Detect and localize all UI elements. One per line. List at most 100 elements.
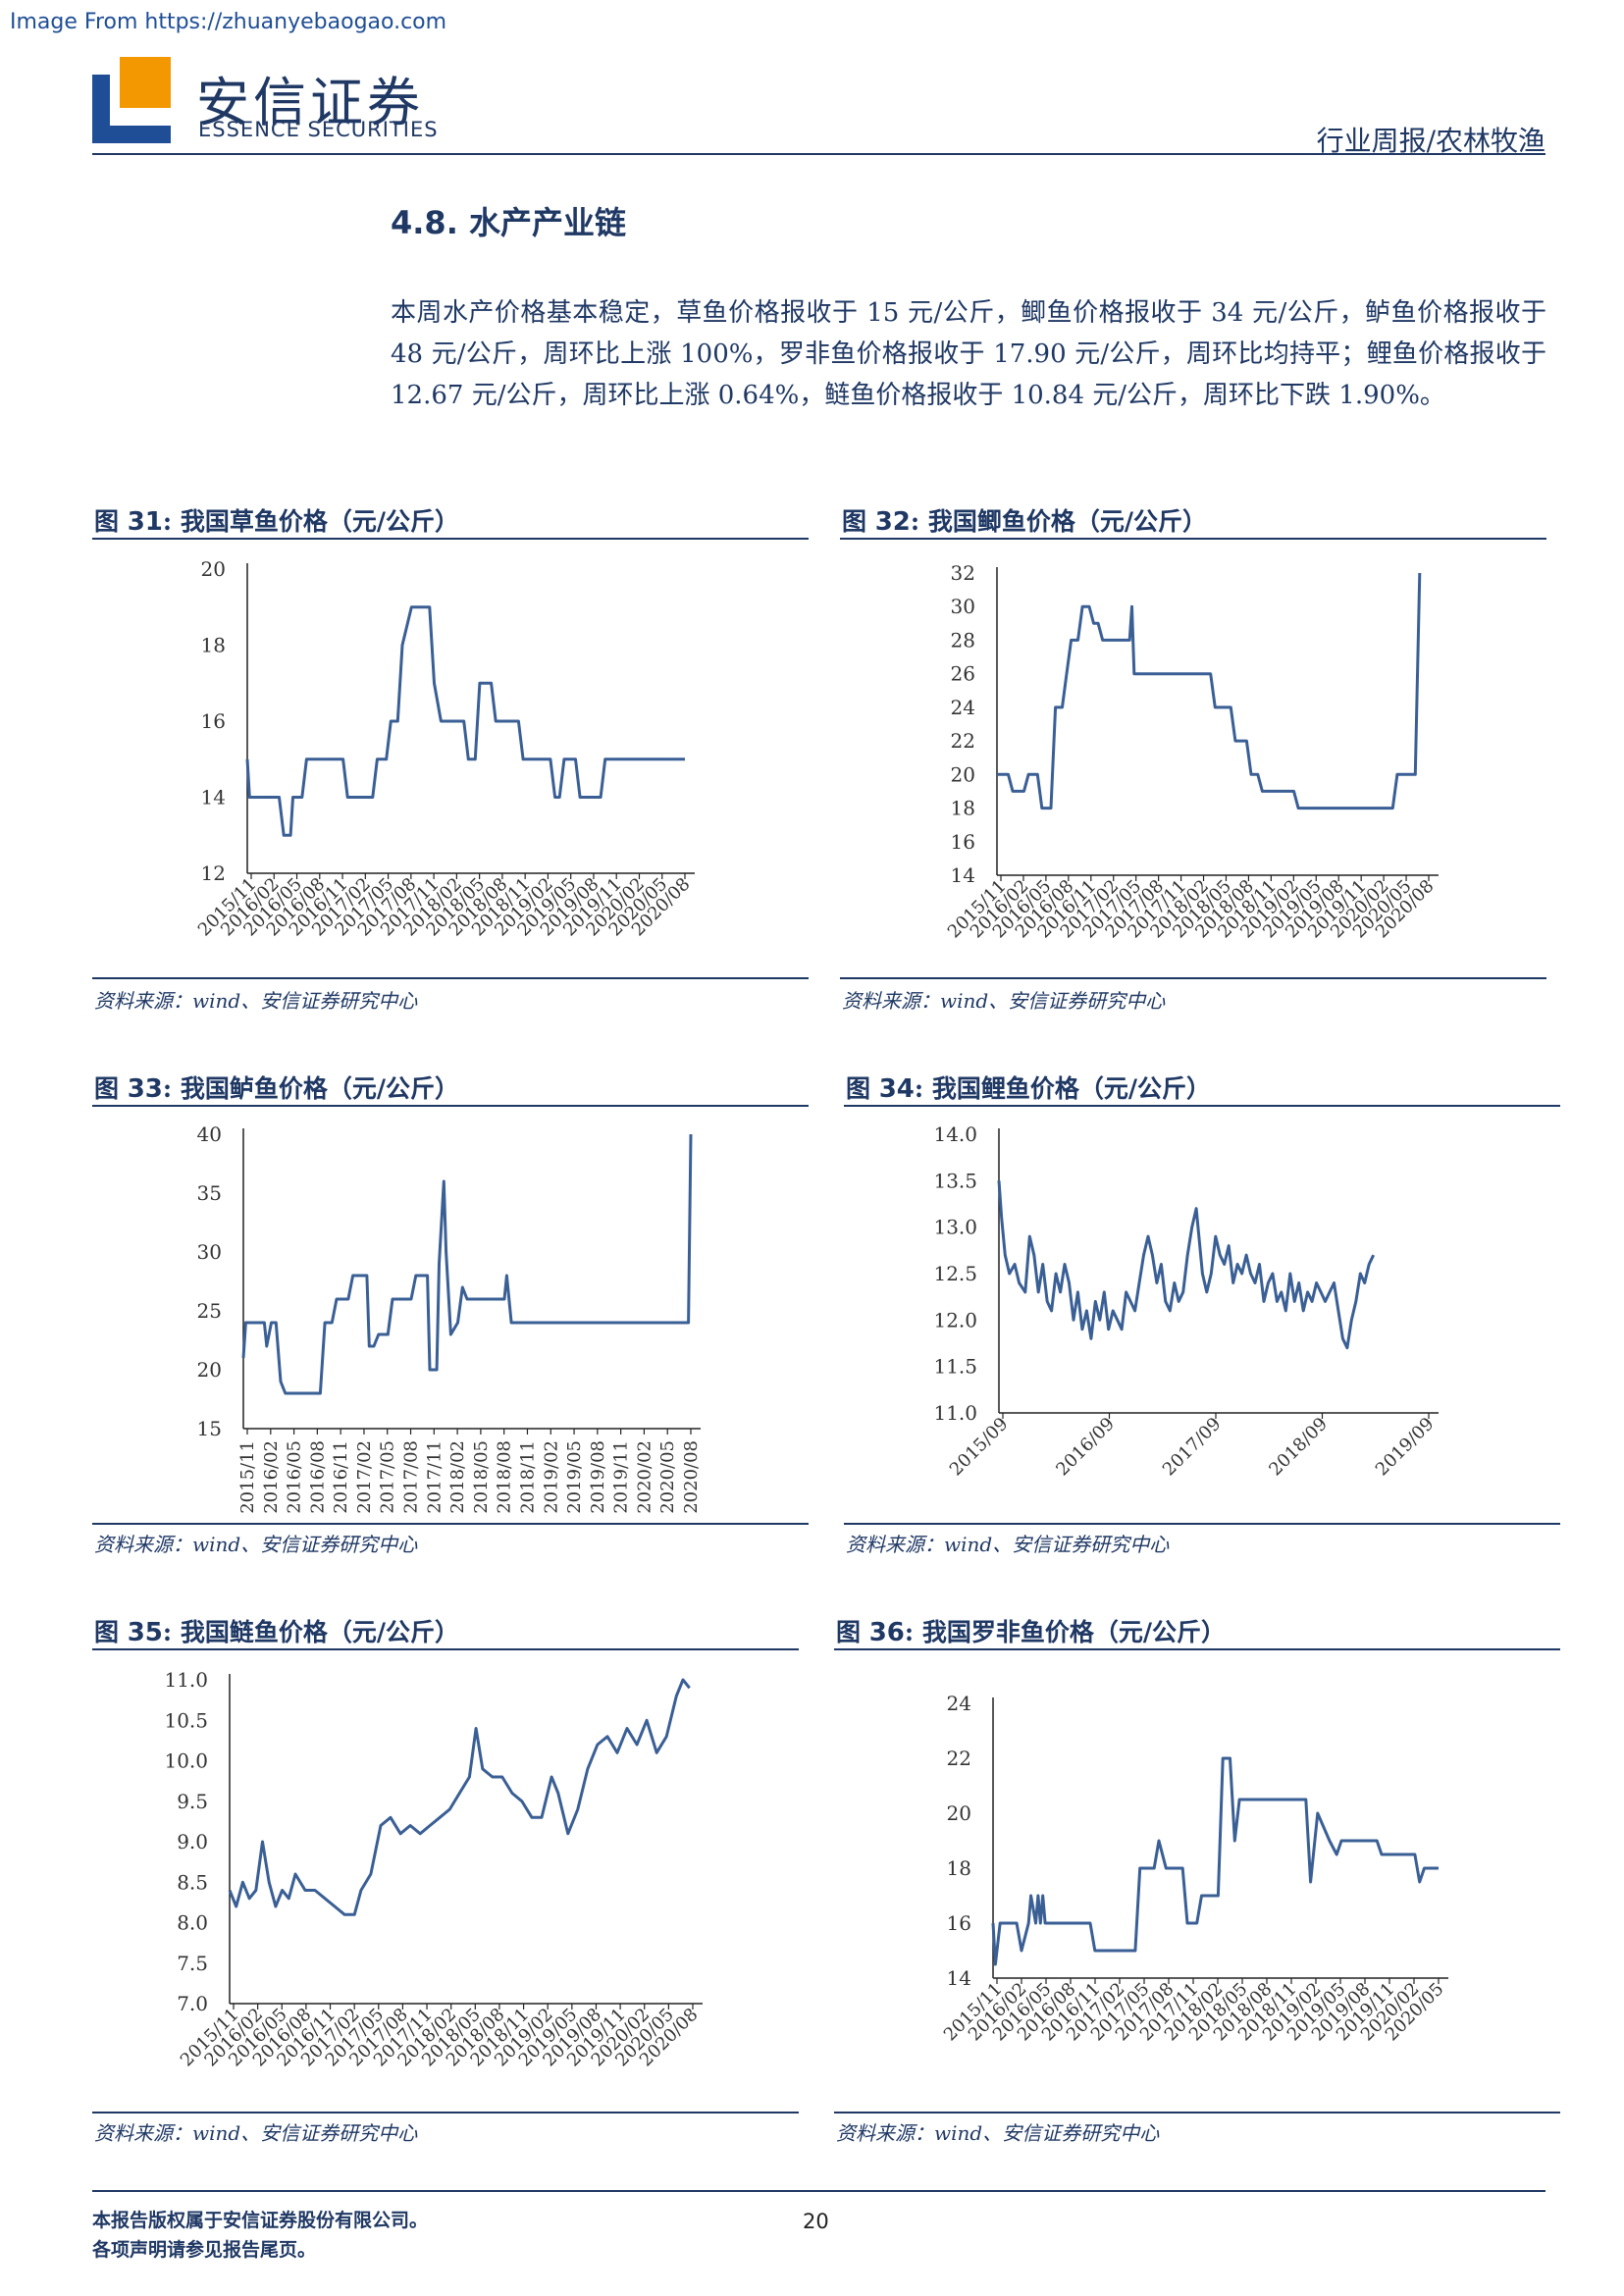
x-tick-label: 2015/11 xyxy=(237,1440,258,1514)
y-tick-label: 16 xyxy=(947,1911,971,1935)
figure-title-text: : 我国鲫鱼价格（元/公斤） xyxy=(910,507,1207,536)
y-tick-label: 7.5 xyxy=(177,1952,208,1975)
x-tick-label: 2018/02 xyxy=(447,1440,468,1514)
y-tick-label: 20 xyxy=(951,762,975,786)
x-tick-label: 2019/02 xyxy=(541,1440,561,1514)
figure-number: 31 xyxy=(127,507,163,537)
figure-title-33: 图 33: 我国鲈鱼价格（元/公斤） xyxy=(94,1070,459,1105)
section-title-text: 水产产业链 xyxy=(468,204,626,241)
figure-top-rule xyxy=(840,538,1546,540)
figure-label: 图 xyxy=(842,507,875,536)
x-tick-label: 2016/02 xyxy=(261,1440,282,1514)
figure-title-text: : 我国鲤鱼价格（元/公斤） xyxy=(914,1074,1211,1103)
y-tick-label: 9.5 xyxy=(177,1790,208,1813)
figure-source: 资料来源：wind、安信证券研究中心 xyxy=(846,1533,1170,1556)
y-tick-label: 35 xyxy=(197,1181,222,1205)
y-tick-label: 24 xyxy=(947,1692,971,1715)
y-tick-label: 14 xyxy=(947,1966,971,1990)
page-number: 20 xyxy=(803,2210,829,2233)
x-tick-label: 2019/08 xyxy=(588,1440,608,1514)
y-tick-label: 18 xyxy=(201,634,226,657)
x-tick-label: 2016/08 xyxy=(307,1440,328,1514)
y-tick-label: 22 xyxy=(947,1747,971,1770)
figure-label: 图 xyxy=(94,1074,128,1103)
x-tick-label: 2017/05 xyxy=(378,1440,398,1514)
y-tick-label: 12.0 xyxy=(933,1308,977,1331)
report-category: 行业周报/农林牧渔 xyxy=(1316,125,1545,157)
figure-title-34: 图 34: 我国鲤鱼价格（元/公斤） xyxy=(846,1070,1211,1105)
header-divider xyxy=(92,153,1545,155)
brand-name-cn: 安信证券 xyxy=(196,72,424,133)
figure-top-rule xyxy=(92,1105,809,1107)
y-tick-label: 15 xyxy=(197,1417,222,1440)
y-tick-label: 30 xyxy=(197,1240,222,1264)
figure-title-32: 图 32: 我国鲫鱼价格（元/公斤） xyxy=(842,502,1207,538)
price-line xyxy=(991,1756,1439,1966)
figure-bottom-rule xyxy=(834,2112,1560,2113)
y-tick-label: 20 xyxy=(947,1801,971,1825)
price-line xyxy=(997,572,1422,810)
footer-copyright: 本报告版权属于安信证券股份有限公司。 xyxy=(92,2210,429,2231)
y-tick-label: 30 xyxy=(951,595,975,618)
figure-source: 资料来源：wind、安信证券研究中心 xyxy=(94,1533,418,1556)
y-tick-label: 25 xyxy=(197,1299,222,1323)
figure-source: 资料来源：wind、安信证券研究中心 xyxy=(94,989,418,1013)
figure-top-rule xyxy=(92,538,809,540)
y-tick-label: 40 xyxy=(197,1122,222,1146)
x-tick-label: 2019/11 xyxy=(611,1440,632,1514)
x-tick-label: 2017/08 xyxy=(401,1440,422,1514)
footer-divider xyxy=(92,2190,1545,2192)
logo-blue-frame xyxy=(92,75,171,143)
figure-number: 36 xyxy=(868,1618,905,1647)
x-tick-label: 2018/05 xyxy=(471,1440,492,1514)
body-paragraph: 本周水产价格基本稳定，草鱼价格报收于 15 元/公斤，鲫鱼价格报收于 34 元/… xyxy=(391,298,1546,410)
y-tick-label: 14.0 xyxy=(933,1122,977,1146)
y-tick-label: 7.0 xyxy=(177,1992,208,2015)
x-tick-label: 2017/11 xyxy=(424,1440,445,1514)
y-tick-label: 14 xyxy=(201,786,226,809)
x-tick-label: 2016/11 xyxy=(331,1440,351,1514)
brand-name-en: ESSENCE SECURITIES xyxy=(198,118,439,141)
x-tick-label: 2018/11 xyxy=(517,1440,538,1514)
y-tick-label: 8.0 xyxy=(177,1911,208,1935)
figure-label: 图 xyxy=(94,507,128,536)
price-line xyxy=(245,605,685,837)
y-tick-label: 18 xyxy=(947,1856,971,1880)
figure-bottom-rule xyxy=(844,1523,1560,1525)
y-tick-label: 16 xyxy=(201,709,226,733)
y-tick-label: 32 xyxy=(951,561,975,585)
figure-title-text: : 我国草鱼价格（元/公斤） xyxy=(162,507,459,536)
y-tick-label: 10.5 xyxy=(164,1708,208,1732)
section-heading: 4.8. 水产产业链 xyxy=(391,198,626,243)
figure-title-35: 图 35: 我国鲢鱼价格（元/公斤） xyxy=(94,1613,459,1648)
x-tick-label: 2019/05 xyxy=(564,1440,585,1514)
figure-label: 图 xyxy=(94,1618,128,1646)
y-tick-label: 8.5 xyxy=(177,1870,208,1894)
x-tick-label: 2020/05 xyxy=(657,1440,678,1514)
figure-source: 资料来源：wind、安信证券研究中心 xyxy=(94,2121,418,2145)
section-number: 4.8. xyxy=(391,204,458,241)
figure-source: 资料来源：wind、安信证券研究中心 xyxy=(836,2121,1160,2145)
figure-bottom-rule xyxy=(92,977,809,979)
y-tick-label: 20 xyxy=(197,1358,222,1382)
figure-top-rule xyxy=(834,1648,1560,1650)
figure-source: 资料来源：wind、安信证券研究中心 xyxy=(842,989,1166,1013)
y-tick-label: 11.0 xyxy=(164,1668,208,1692)
y-tick-label: 11.5 xyxy=(933,1355,977,1379)
y-tick-label: 10.0 xyxy=(164,1749,208,1773)
figure-label: 图 xyxy=(846,1074,879,1103)
y-tick-label: 12.5 xyxy=(933,1262,977,1285)
x-tick-label: 2018/08 xyxy=(495,1440,515,1514)
figure-title-text: : 我国鲢鱼价格（元/公斤） xyxy=(162,1618,459,1646)
figure-title-text: : 我国罗非鱼价格（元/公斤） xyxy=(904,1618,1226,1646)
y-tick-label: 22 xyxy=(951,729,975,753)
y-tick-label: 14 xyxy=(951,863,975,887)
y-tick-label: 18 xyxy=(951,797,975,820)
logo-orange-block xyxy=(120,57,171,108)
